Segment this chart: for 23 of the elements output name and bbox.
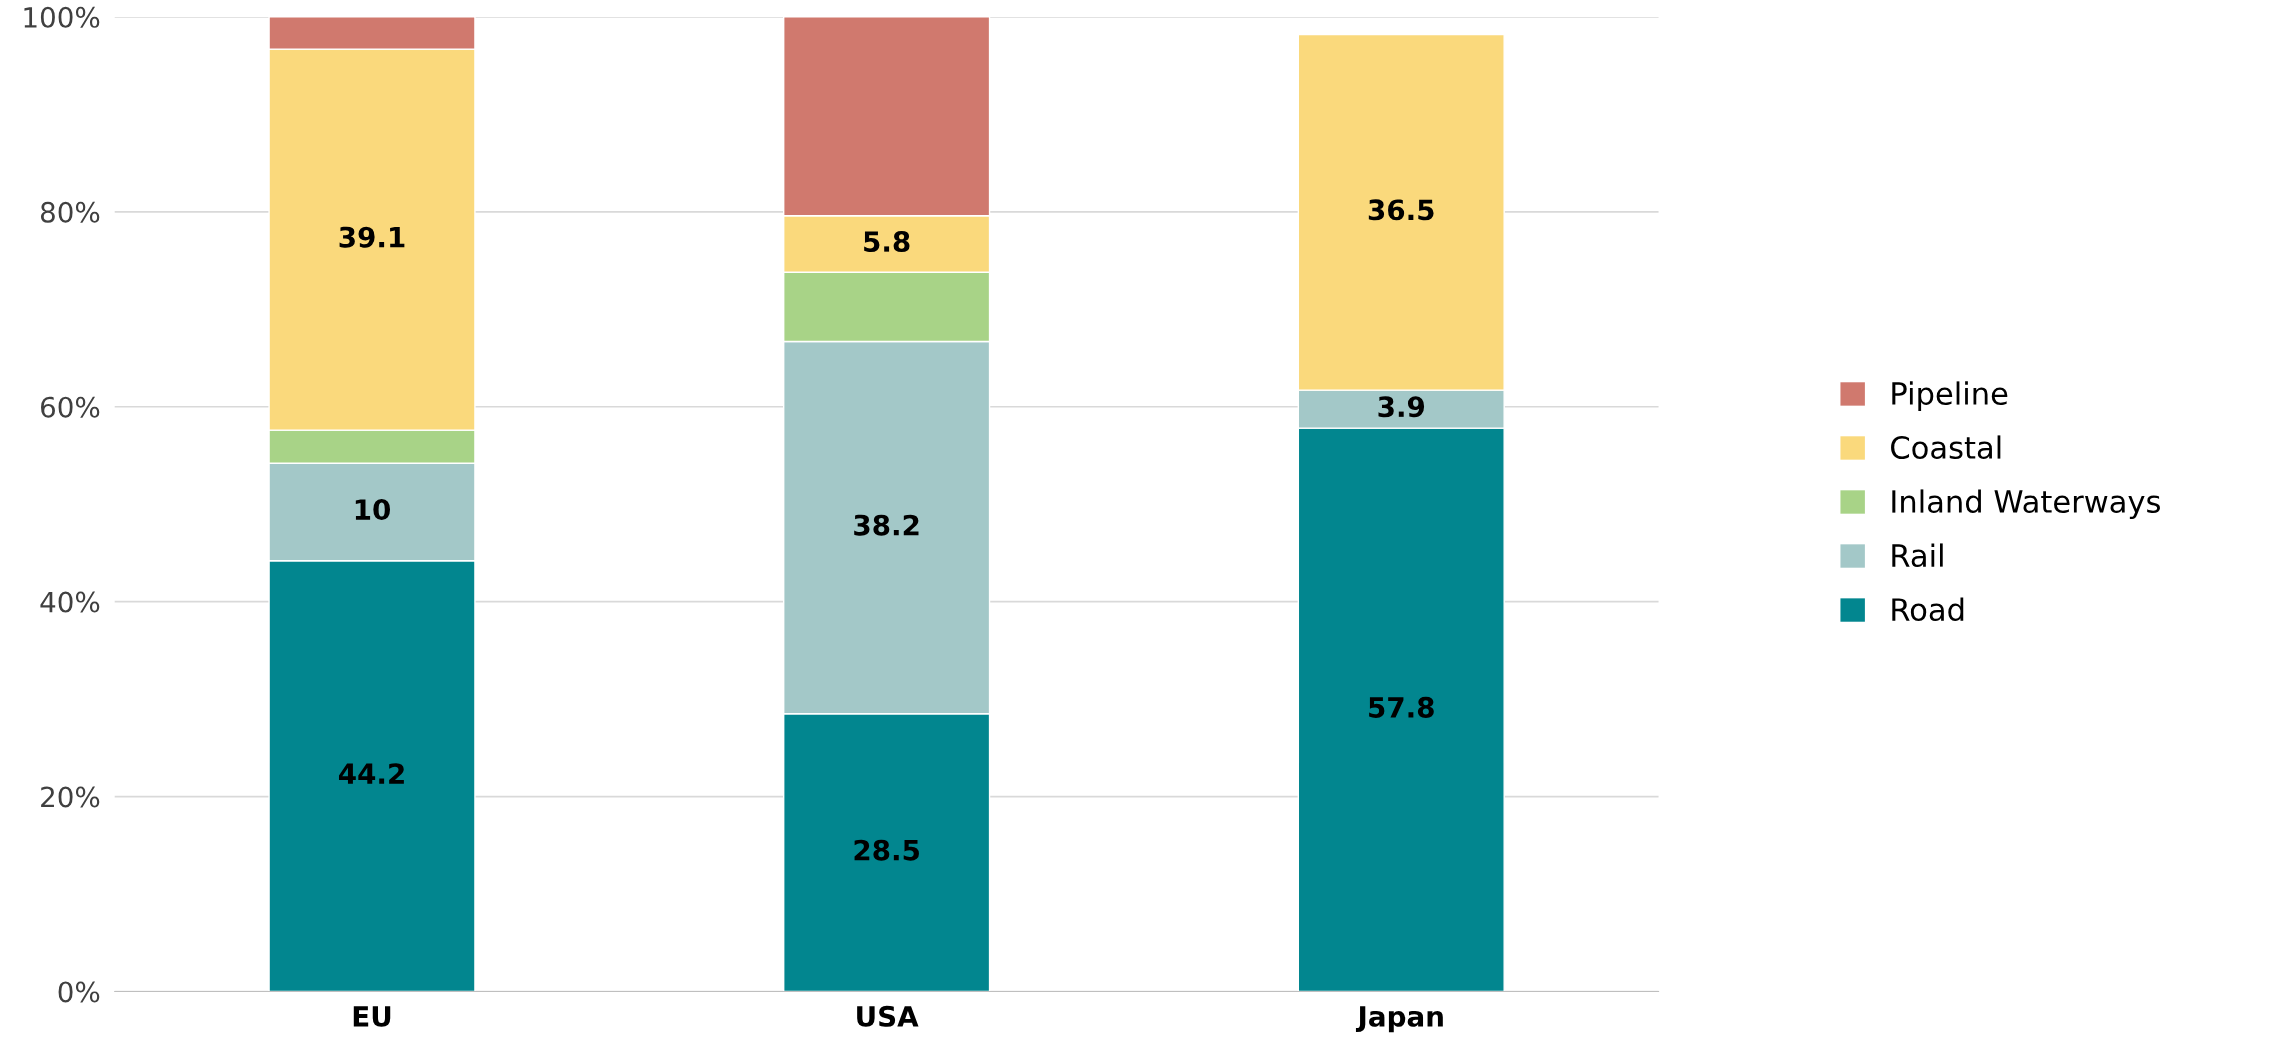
data-label: 36.5	[1368, 199, 1434, 221]
data-label: 28.5	[854, 839, 919, 861]
data-label: 44.2	[338, 763, 404, 784]
x-tick-label: EU	[353, 1006, 391, 1027]
y-tick-label: 80%	[40, 201, 100, 223]
legend-label: Road	[1892, 597, 1964, 622]
y-tick-label: 40%	[40, 591, 100, 613]
data-label: 10	[355, 499, 391, 521]
y-tick-label: 20%	[41, 786, 100, 808]
data-label: 39.1	[339, 226, 405, 248]
x-tick-label: Japan	[1355, 1006, 1443, 1033]
legend-label: Rail	[1892, 543, 1943, 568]
data-label: 57.8	[1369, 696, 1434, 718]
data-label: 5.8	[864, 231, 910, 253]
x-tick-label: USA	[857, 1005, 919, 1027]
data-label: 38.2	[854, 514, 919, 536]
legend-label: Inland Waterways	[1892, 489, 2160, 519]
y-tick-label: 0%	[58, 981, 100, 1003]
y-tick-label: 100%	[24, 6, 100, 28]
data-label: 3.9	[1378, 396, 1425, 418]
y-tick-label: 60%	[41, 396, 100, 418]
legend-label: Coastal	[1891, 435, 2001, 460]
legend-label: Pipeline	[1892, 381, 2008, 411]
